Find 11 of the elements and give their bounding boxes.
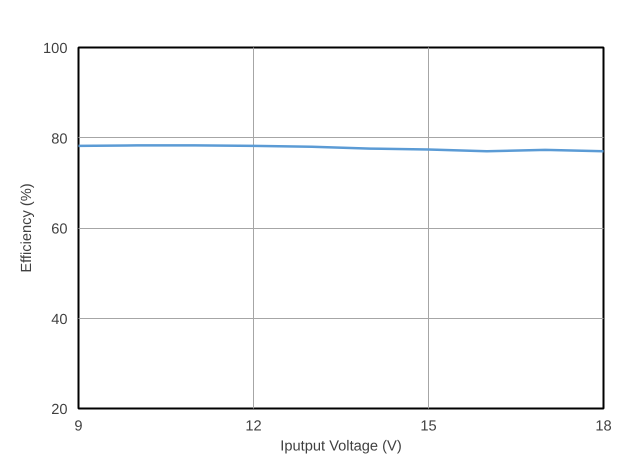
- x-tick-label: 18: [595, 418, 612, 434]
- y-tick-label: 100: [43, 41, 68, 57]
- y-tick-label: 40: [51, 312, 68, 328]
- y-tick-label: 20: [51, 402, 68, 418]
- x-axis-title: Iputput Voltage (V): [280, 438, 402, 454]
- x-tick-label: 12: [245, 418, 262, 434]
- y-tick-label: 60: [51, 222, 68, 238]
- x-tick-label: 9: [74, 418, 83, 434]
- y-axis-title: Efficiency (%): [19, 183, 36, 273]
- x-tick-label: 15: [420, 418, 437, 434]
- y-tick-label: 80: [51, 131, 68, 148]
